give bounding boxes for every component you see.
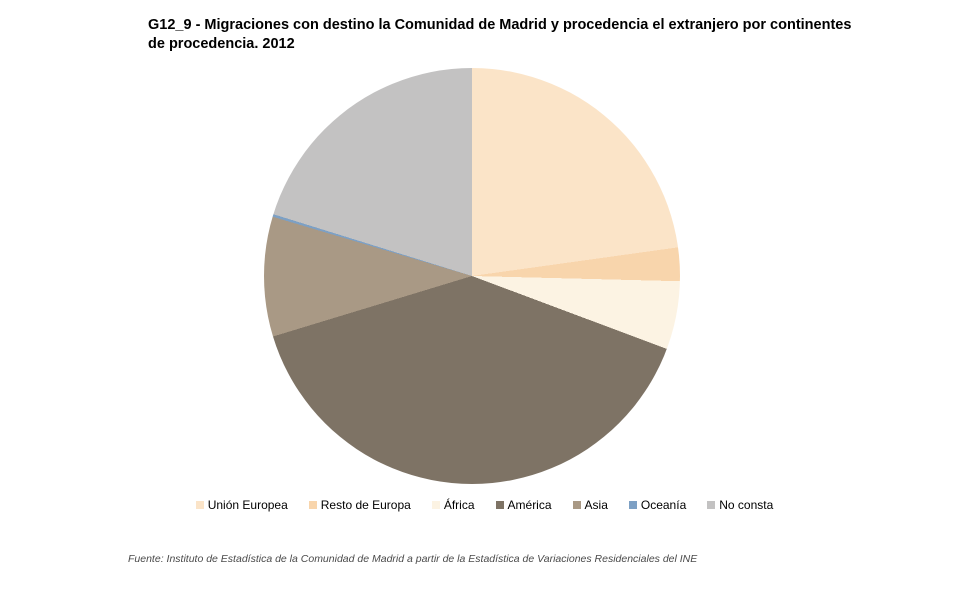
legend-swatch-resto-de-europa <box>308 501 317 509</box>
legend-item-asia: Asia <box>572 498 608 512</box>
legend-item-no-consta: No consta <box>707 498 773 512</box>
legend-swatch-union-europea <box>195 501 204 509</box>
legend-swatch-america <box>495 501 504 509</box>
legend-swatch-asia <box>572 501 581 509</box>
legend-label-no-consta: No consta <box>719 498 774 512</box>
legend-label-asia: Asia <box>584 498 608 512</box>
legend-swatch-oceania <box>628 501 637 509</box>
pie-chart <box>264 68 680 484</box>
legend-label-america: América <box>507 498 552 512</box>
legend-item-resto-de-europa: Resto de Europa <box>308 498 411 512</box>
legend-item-oceania: Oceanía <box>628 498 687 512</box>
legend-label-oceania: Oceanía <box>640 498 687 512</box>
legend-item-africa: África <box>431 498 475 512</box>
chart-title: G12_9 - Migraciones con destino la Comun… <box>148 17 852 52</box>
legend-item-union-europea: Unión Europea <box>195 498 288 512</box>
legend-label-resto-de-europa: Resto de Europa <box>320 498 411 512</box>
legend-label-union-europea: Unión Europea <box>207 498 288 512</box>
legend-label-africa: África <box>443 498 475 512</box>
legend-swatch-no-consta <box>707 501 716 509</box>
legend-swatch-africa <box>431 501 440 509</box>
chart-legend: Unión Europea Resto de Europa África Améric… <box>0 498 969 512</box>
legend-item-america: América <box>495 498 552 512</box>
source-note: Fuente: Instituto de Estadística de la C… <box>128 553 698 565</box>
